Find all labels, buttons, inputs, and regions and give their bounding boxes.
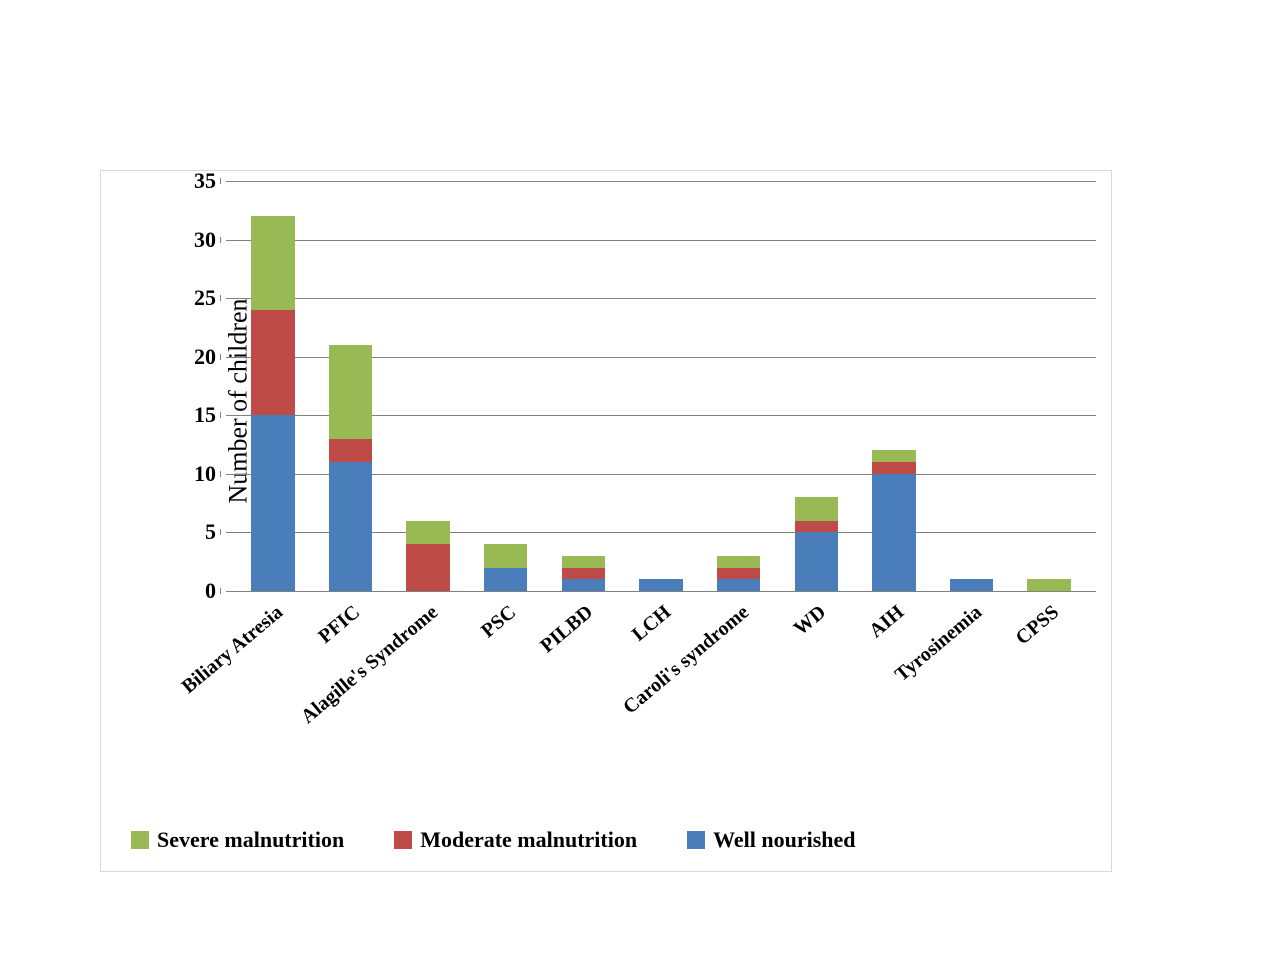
legend-label: Moderate malnutrition: [420, 827, 637, 853]
stacked-bar: [872, 450, 915, 591]
bar-slot: CPSS: [1010, 181, 1088, 591]
x-tick-label: CPSS: [1049, 570, 1101, 619]
bar-segment-severe: [795, 497, 838, 520]
bar-slot: Caroli's syndrome: [700, 181, 778, 591]
y-tick-mark: [220, 529, 221, 535]
bar-slot: WD: [777, 181, 855, 591]
bar-segment-moderate: [717, 568, 760, 580]
legend-item-well: Well nourished: [687, 827, 855, 853]
y-tick-mark: [220, 471, 221, 477]
y-tick-mark: [220, 354, 221, 360]
bar-segment-severe: [717, 556, 760, 568]
bar-slot: AIH: [855, 181, 933, 591]
stacked-bar: [484, 544, 527, 591]
legend-swatch: [687, 831, 705, 849]
gridline: [226, 591, 1096, 592]
bars-row: Biliary AtresiaPFICAlagille's SyndromePS…: [226, 181, 1096, 591]
bar-segment-moderate: [251, 310, 294, 415]
bar-slot: Tyrosinemia: [933, 181, 1011, 591]
bar-segment-severe: [329, 345, 372, 439]
bar-segment-severe: [406, 521, 449, 544]
bar-segment-well: [795, 532, 838, 591]
bar-slot: PSC: [467, 181, 545, 591]
stacked-bar: [795, 497, 838, 591]
y-tick-mark: [220, 412, 221, 418]
y-tick-label: 15: [166, 402, 216, 428]
bar-segment-moderate: [329, 439, 372, 462]
legend-swatch: [131, 831, 149, 849]
legend: Severe malnutrition Moderate malnutrition…: [121, 827, 1091, 853]
bar-segment-severe: [562, 556, 605, 568]
stacked-bar: [329, 345, 372, 591]
y-tick-mark: [220, 295, 221, 301]
y-tick-mark: [220, 178, 221, 184]
stacked-bar: [251, 216, 294, 591]
bar-slot: PILBD: [545, 181, 623, 591]
stacked-bar: [562, 556, 605, 591]
y-tick-label: 0: [166, 578, 216, 604]
y-tick-label: 35: [166, 168, 216, 194]
bar-slot: PFIC: [312, 181, 390, 591]
bar-slot: Alagille's Syndrome: [389, 181, 467, 591]
bar-segment-moderate: [406, 544, 449, 591]
legend-item-severe: Severe malnutrition: [131, 827, 344, 853]
bar-slot: Biliary Atresia: [234, 181, 312, 591]
plot-area: Number of children 05101520253035Biliary…: [226, 181, 1096, 591]
y-tick-label: 5: [166, 519, 216, 545]
legend-swatch: [394, 831, 412, 849]
chart-container: Number of children 05101520253035Biliary…: [100, 170, 1112, 872]
y-tick-label: 25: [166, 285, 216, 311]
bar-segment-well: [329, 462, 372, 591]
bar-segment-moderate: [872, 462, 915, 474]
bar-segment-moderate: [795, 521, 838, 533]
bar-segment-well: [251, 415, 294, 591]
legend-item-moderate: Moderate malnutrition: [394, 827, 637, 853]
bar-slot: LCH: [622, 181, 700, 591]
bar-segment-well: [872, 474, 915, 591]
bar-segment-severe: [251, 216, 294, 310]
legend-label: Well nourished: [713, 827, 855, 853]
y-tick-mark: [220, 237, 221, 243]
y-tick-label: 10: [166, 461, 216, 487]
bar-segment-severe: [484, 544, 527, 567]
stacked-bar: [406, 521, 449, 591]
stacked-bar: [717, 556, 760, 591]
bar-segment-moderate: [562, 568, 605, 580]
y-tick-label: 30: [166, 227, 216, 253]
y-tick-mark: [220, 588, 221, 594]
bar-segment-severe: [872, 450, 915, 462]
legend-label: Severe malnutrition: [157, 827, 344, 853]
y-tick-label: 20: [166, 344, 216, 370]
